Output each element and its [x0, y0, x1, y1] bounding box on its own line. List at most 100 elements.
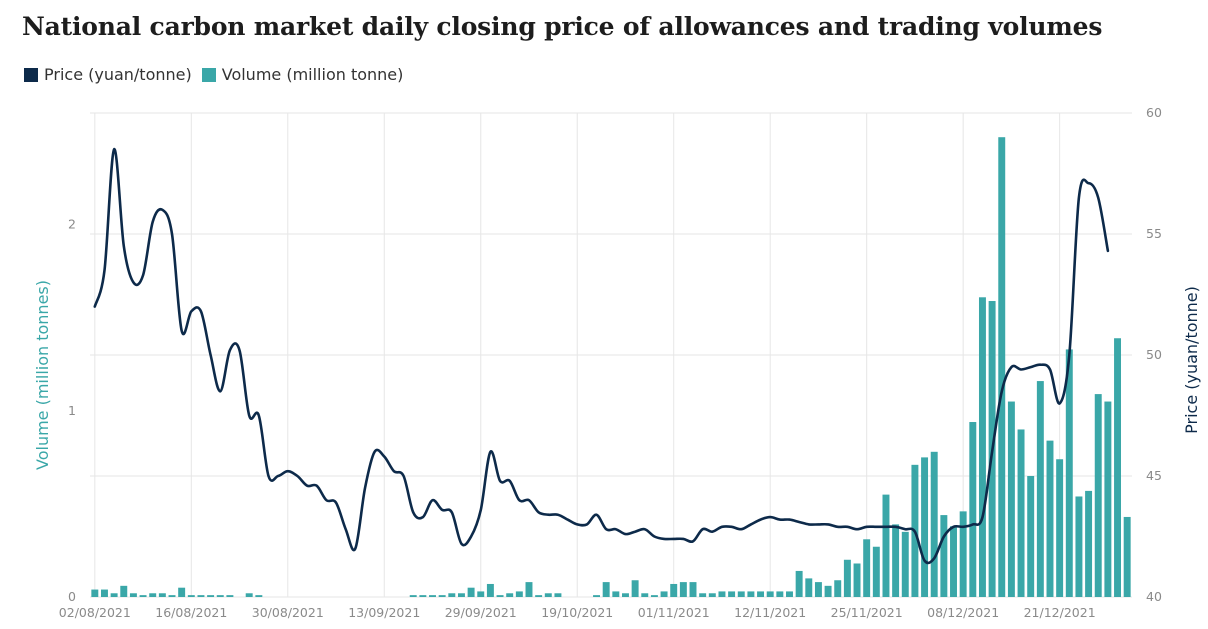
- y-right-tick-label: 40: [1146, 589, 1162, 604]
- volume-bar: [612, 591, 620, 597]
- x-tick-label: 30/08/2021: [252, 605, 324, 620]
- volume-bar: [158, 593, 166, 597]
- volume-bar: [255, 595, 263, 597]
- volume-bar: [1075, 496, 1083, 597]
- volume-bar: [708, 593, 716, 597]
- x-tick-label: 08/12/2021: [927, 605, 999, 620]
- volume-bar: [1017, 429, 1025, 597]
- volume-bar: [631, 580, 639, 597]
- volume-bar: [621, 593, 629, 597]
- volume-bar: [728, 591, 736, 597]
- legend: Price (yuan/tonne) Volume (million tonne…: [24, 65, 413, 84]
- y-right-tick-label: 50: [1146, 347, 1162, 362]
- volume-bar: [544, 593, 552, 597]
- volume-bar: [535, 595, 543, 597]
- volume-bar: [1036, 381, 1044, 597]
- volume-bar: [921, 457, 929, 597]
- volume-bar: [496, 595, 504, 597]
- volume-bar: [129, 593, 137, 597]
- volume-bar: [718, 591, 726, 597]
- volume-bar: [757, 591, 765, 597]
- x-tick-label: 01/11/2021: [638, 605, 710, 620]
- volume-bar: [863, 539, 871, 597]
- volume-bar: [737, 591, 745, 597]
- volume-bar: [197, 595, 205, 597]
- volume-bar: [978, 297, 986, 597]
- volume-bar: [207, 595, 215, 597]
- volume-bar: [409, 595, 417, 597]
- x-tick-label: 13/09/2021: [348, 605, 420, 620]
- legend-swatch-volume: [201, 67, 216, 82]
- volume-bar: [139, 595, 147, 597]
- volume-bar: [149, 593, 157, 597]
- legend-label-volume: Volume (million tonne): [221, 65, 404, 84]
- volume-bar: [834, 580, 842, 597]
- x-tick-label: 16/08/2021: [155, 605, 227, 620]
- volume-bar: [515, 591, 523, 597]
- volume-bar: [477, 591, 485, 597]
- volume-bar: [506, 593, 514, 597]
- volume-bar: [1114, 338, 1122, 597]
- y-left-axis-title: Volume (million tonnes): [33, 280, 52, 470]
- legend-item-volume[interactable]: Volume (million tonne): [201, 65, 404, 84]
- x-tick-label: 29/09/2021: [445, 605, 517, 620]
- volume-bar: [593, 595, 601, 597]
- volume-bar: [100, 589, 108, 597]
- volume-bar: [766, 591, 774, 597]
- volume-bar: [940, 515, 948, 597]
- volume-bar: [872, 546, 880, 597]
- volume-bar: [554, 593, 562, 597]
- volume-bar: [670, 583, 678, 597]
- y-left-tick-label: 0: [68, 589, 76, 604]
- volume-bar: [882, 494, 890, 597]
- y-right-tick-label: 55: [1146, 226, 1162, 241]
- volume-bar: [998, 137, 1006, 597]
- volume-bar: [679, 582, 687, 597]
- volume-bar: [216, 595, 224, 597]
- x-tick-label: 12/11/2021: [734, 605, 806, 620]
- volume-bar: [660, 591, 668, 597]
- volume-bar: [795, 570, 803, 597]
- volume-bar: [245, 593, 253, 597]
- volume-bar: [448, 593, 456, 597]
- volume-bar: [650, 595, 658, 597]
- volume-bar: [1027, 476, 1035, 597]
- chart-title: National carbon market daily closing pri…: [22, 12, 1103, 41]
- volume-bar: [1046, 440, 1054, 597]
- x-tick-label: 25/11/2021: [831, 605, 903, 620]
- volume-bar: [467, 587, 475, 597]
- volume-bar: [1007, 401, 1015, 597]
- volume-bar: [120, 585, 128, 597]
- volume-bar: [1065, 349, 1073, 597]
- volume-bar: [178, 587, 186, 597]
- volume-bar: [959, 511, 967, 597]
- volume-bar: [892, 524, 900, 597]
- legend-item-price[interactable]: Price (yuan/tonne): [24, 65, 192, 84]
- volume-bar: [699, 593, 707, 597]
- y-left-tick-label: 2: [68, 217, 76, 232]
- volume-bar: [1056, 459, 1064, 597]
- volume-bar: [969, 422, 977, 597]
- x-tick-label: 02/08/2021: [59, 605, 131, 620]
- volume-bar: [438, 595, 446, 597]
- volume-bar: [419, 595, 427, 597]
- volume-bar: [486, 583, 494, 597]
- legend-swatch-price: [24, 67, 38, 82]
- volume-bar: [91, 589, 99, 597]
- volume-bar: [1104, 401, 1112, 597]
- volume-bar: [641, 593, 649, 597]
- volume-bar: [805, 578, 813, 597]
- volume-bar: [843, 559, 851, 597]
- volume-bar: [786, 591, 793, 597]
- legend-label-price: Price (yuan/tonne): [44, 65, 192, 84]
- volume-bar: [853, 563, 861, 597]
- volume-bar: [226, 595, 234, 597]
- volume-bar: [950, 526, 957, 597]
- x-tick-label: 19/10/2021: [541, 605, 613, 620]
- volume-bar: [776, 591, 784, 597]
- volume-bar: [525, 582, 533, 597]
- volume-bar: [1085, 490, 1093, 597]
- volume-bar: [168, 595, 176, 597]
- volume-bar: [930, 451, 938, 597]
